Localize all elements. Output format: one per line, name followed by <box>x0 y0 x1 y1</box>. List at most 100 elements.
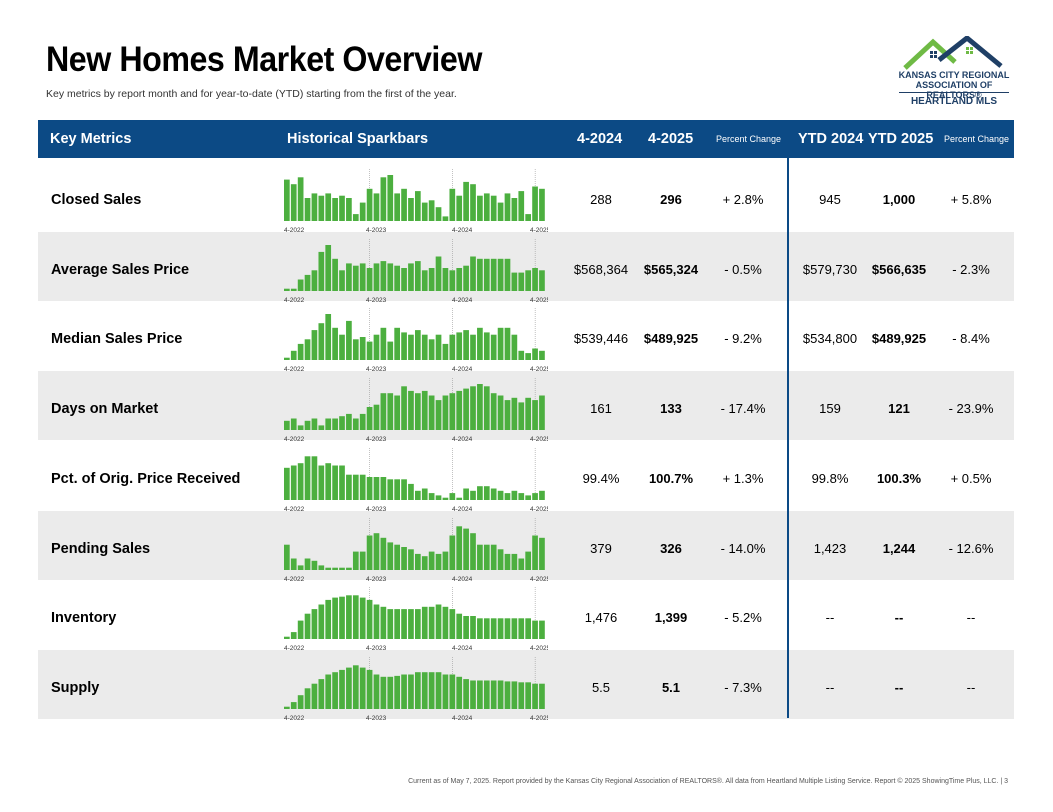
sparkbar-bar <box>346 263 352 291</box>
sparkbar-bar <box>408 674 414 709</box>
sparkbar-bar <box>387 479 394 500</box>
sparkbar-bar <box>373 674 380 709</box>
sparkbar-bar <box>477 544 483 570</box>
sparkbar-bar <box>470 335 476 361</box>
sparkbar-bar <box>297 695 304 709</box>
sparkbar-bar <box>497 618 504 640</box>
value-ytd-pct-change: - 8.4% <box>952 331 990 347</box>
value-2024: 1,476 <box>584 610 618 626</box>
metric-label: Pending Sales <box>51 540 151 557</box>
sparkbar-bar <box>380 260 387 291</box>
sparkbar-tick-label: 4-2024 <box>452 297 473 304</box>
sparkbar-bar <box>449 674 456 709</box>
sparkbar-bar <box>504 492 511 500</box>
sparkbar-bar <box>284 179 290 221</box>
sparkbar-bar <box>415 672 421 709</box>
sparkbar-bar <box>428 672 435 709</box>
sparkbar-bar <box>359 597 366 640</box>
sparkbar-bar <box>408 548 414 570</box>
value-pct-change: - 7.3% <box>724 679 762 695</box>
sparkbar-bar <box>504 193 511 221</box>
sparkbar-bar <box>318 678 325 709</box>
sparkbar-bar <box>380 537 387 570</box>
sparkbar-bar <box>525 551 532 570</box>
value-ytd-2025: -- <box>894 679 904 695</box>
sparkbar-bar <box>297 279 304 291</box>
sparkbar-bar <box>284 636 290 640</box>
sparkbar-bar <box>380 177 387 221</box>
sparkbar-bar <box>394 328 401 361</box>
sparkbar-bar <box>366 600 373 640</box>
sparkbar-bar <box>339 335 345 361</box>
sparkbar-tick-label: 4-2024 <box>452 366 473 373</box>
sparkbar-bar <box>366 188 373 221</box>
sparkbar-bar <box>421 672 428 709</box>
sparkbar-bar <box>442 674 449 709</box>
sparkbar-bar <box>339 567 345 570</box>
sparkbar-bar <box>511 335 518 361</box>
value-ytd-pct-change: -- <box>966 610 976 626</box>
value-ytd-2025: 1,000 <box>882 192 916 207</box>
sparkbar-bar <box>332 567 338 570</box>
sparkbar-bar <box>449 188 456 221</box>
sparkbar-bar <box>470 680 476 709</box>
sparkbar-bar <box>421 202 428 221</box>
sparkbar-bar <box>373 476 380 500</box>
sparkbar-bar <box>428 395 435 431</box>
table-row: Inventory 4-2022 4-2023 4-2024 4-2025 1,476 1,… <box>38 580 1014 652</box>
sparkbar-bar <box>470 490 476 500</box>
sparkbar-bar <box>366 341 373 361</box>
sparkbar-tick-label: 4-2023 <box>366 506 387 513</box>
sparkbar-tick-label: 4-2022 <box>284 366 305 373</box>
value-pct-change: + 1.3% <box>722 470 764 486</box>
sparkbar-bar <box>366 476 373 500</box>
sparkbar-bar <box>532 348 538 361</box>
page-title: New Homes Market Overview <box>46 40 482 79</box>
sparkbar-bar <box>325 314 332 361</box>
sparkbar-bar <box>470 386 476 431</box>
sparkbar-bar <box>456 195 463 221</box>
value-ytd-2025: $566,635 <box>871 261 927 277</box>
sparkbar-bar <box>477 680 483 709</box>
sparkbar-bar <box>408 198 414 221</box>
sparkbar-bar <box>401 267 407 291</box>
sparkbar-tick-label: 4-2022 <box>284 506 305 513</box>
sparkbar-bar <box>318 195 325 221</box>
sparkbar-bar <box>304 420 311 431</box>
value-2025: 100.7% <box>648 470 694 486</box>
sparkbar-bar <box>421 606 428 640</box>
sparkbar-tick-label: 4-2022 <box>284 436 305 443</box>
sparkbar-bar <box>359 337 366 361</box>
sparkbar-bar <box>525 353 532 361</box>
sparkbar-bar <box>456 676 463 709</box>
sparkbar-bar <box>318 604 325 640</box>
sparkbar-bar <box>504 681 511 709</box>
sparkbar-bar <box>539 395 545 431</box>
sparkbar-bar <box>297 620 304 640</box>
sparkbar-bar <box>339 669 345 709</box>
header-pct-change: Percent Change <box>716 134 782 144</box>
sparkbar-bar <box>304 558 311 570</box>
sparkbar-bar <box>339 269 345 291</box>
sparkbar-bar <box>346 474 352 500</box>
sparkbar-bar <box>352 665 359 709</box>
sparkbar-bar <box>511 198 518 221</box>
sparkbar-bar <box>525 269 532 291</box>
sparkbar-bar <box>304 456 311 500</box>
sparkbar-bar <box>483 386 490 431</box>
sparkbar-bar <box>449 492 456 500</box>
sparkbar-bar <box>325 600 332 640</box>
sparkbar-tick-label: 4-2025 <box>530 227 548 234</box>
sparkbar-tick-label: 4-2025 <box>530 715 548 722</box>
sparkbar-bar <box>421 269 428 291</box>
ytd-divider <box>787 158 789 718</box>
sparkbar-bar <box>463 330 469 361</box>
sparkbar-bar <box>415 609 421 640</box>
sparkbar-bar <box>435 256 442 291</box>
sparkbar-bar <box>497 202 504 221</box>
table-header: Key Metrics Historical Sparkbars 4-2024 … <box>38 120 1014 158</box>
sparkbar-bar <box>463 528 469 570</box>
page-footer: Current as of May 7, 2025. Report provid… <box>408 778 1008 785</box>
sparkbar-bar <box>325 567 332 570</box>
sparkbar-bar <box>311 609 318 640</box>
